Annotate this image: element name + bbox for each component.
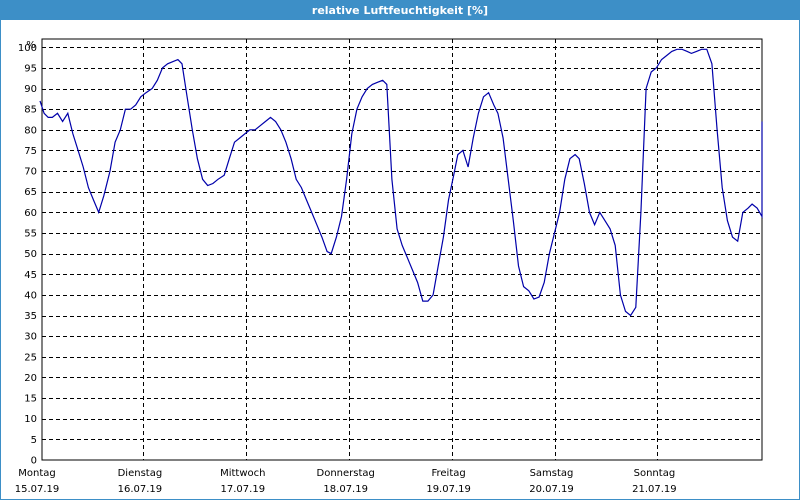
y-tick-label: 40 [24,290,37,301]
y-tick-label: 55 [24,228,37,239]
x-tick-day: Dienstag [118,468,163,479]
y-tick-label: 0 [31,456,37,467]
x-axis: Montag 15.07.19 Dienstag 16.07.19 Mittwoch 17… [15,468,677,495]
y-tick-label: 95 [24,63,37,74]
y-tick-label: 10 [24,414,37,425]
x-tick-day: Freitag [431,468,465,479]
y-tick-label: 25 [24,352,37,363]
y-tick-label: 60 [24,208,37,219]
x-tick-date: 17.07.19 [221,484,266,495]
y-tick-label: 50 [24,249,37,260]
y-tick-label: 65 [24,187,37,198]
x-tick-day: Donnerstag [317,468,375,479]
y-tick-label: 35 [24,311,37,322]
y-tick-label: 70 [24,167,37,178]
y-tick-label: 90 [24,84,37,95]
y-axis: 0 5 10 15 20 25 30 35 40 45 50 55 60 65 70 75 80 85 90 95 10… [18,43,37,467]
x-tick-day: Mittwoch [220,468,265,479]
x-tick-date: 18.07.19 [323,484,368,495]
x-tick-date: 21.07.19 [632,484,677,495]
grid [42,39,762,460]
y-tick-label: 15 [24,394,37,405]
y-tick-label: 80 [24,125,37,136]
x-tick-date: 16.07.19 [118,484,163,495]
y-tick-label: 30 [24,332,37,343]
x-tick-day: Montag [18,468,55,479]
window-title: relative Luftfeuchtigkeit [%] [1,1,799,20]
x-tick-date: 20.07.19 [529,484,574,495]
y-axis-label: % [26,40,36,51]
y-tick-label: 75 [24,146,37,157]
x-tick-date: 15.07.19 [15,484,60,495]
y-tick-label: 5 [31,435,37,446]
y-tick-label: 45 [24,270,37,281]
x-tick-date: 19.07.19 [426,484,471,495]
y-tick-label: 20 [24,373,37,384]
plot-area [41,38,763,461]
x-tick-day: Samstag [530,468,574,479]
y-tick-label: 100 [18,43,37,54]
series-line [39,48,763,317]
y-tick-label: 85 [24,105,37,116]
x-tick-day: Sonntag [634,468,676,479]
